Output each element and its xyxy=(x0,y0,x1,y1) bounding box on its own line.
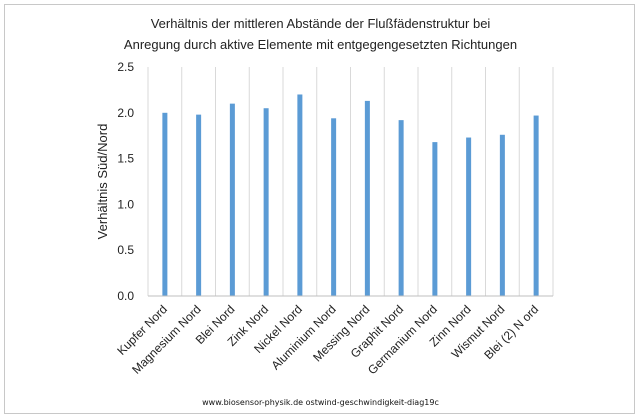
y-tick-label: 2.5 xyxy=(117,60,134,74)
y-tick-label: 0.0 xyxy=(117,289,134,303)
bar xyxy=(297,94,303,296)
y-tick-label: 0.5 xyxy=(117,243,134,257)
bars xyxy=(162,94,539,297)
bar xyxy=(229,103,235,296)
bar xyxy=(466,137,472,296)
chart-frame xyxy=(4,4,635,414)
footer-source: www.biosensor-physik.de ostwind-geschwin… xyxy=(202,398,439,407)
bar xyxy=(196,114,202,296)
bar xyxy=(398,120,404,297)
y-tick-label: 1.0 xyxy=(117,197,134,211)
bar xyxy=(432,142,438,296)
y-tick-label: 2.0 xyxy=(117,106,134,120)
gridlines xyxy=(147,67,554,296)
bar xyxy=(162,112,168,296)
bar xyxy=(331,118,337,297)
y-tick-label: 1.5 xyxy=(117,152,134,166)
bar xyxy=(364,100,370,296)
y-tick-labels: 0.0 0.5 1.0 1.5 2.0 2.5 xyxy=(117,60,134,303)
bar xyxy=(263,108,269,296)
y-axis-title: Verhältnis Süd/Nord xyxy=(95,124,110,240)
bar xyxy=(499,134,505,296)
chart-title-line-1: Verhältnis der mittleren Abstände der Fl… xyxy=(150,16,491,31)
chart-title-line-2: Anregung durch aktive Elemente mit entge… xyxy=(123,37,518,52)
bar xyxy=(533,115,539,296)
